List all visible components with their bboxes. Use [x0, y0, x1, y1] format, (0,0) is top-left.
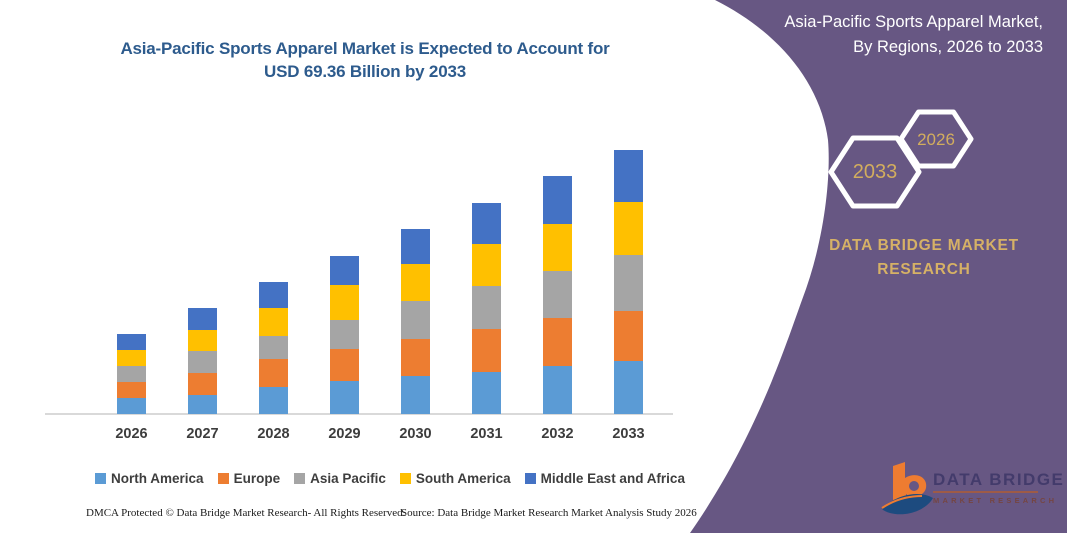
bar-segment-2031-europe	[472, 329, 501, 373]
hexagon-2026-label: 2026	[917, 130, 955, 149]
bar-segment-2029-north-america	[330, 381, 359, 414]
bar-segment-2032-south-america	[543, 224, 572, 272]
bar-segment-2031-north-america	[472, 372, 501, 414]
bar-2029	[330, 256, 359, 414]
bar-segment-2028-south-america	[259, 307, 288, 336]
legend-item-europe: Europe	[217, 471, 281, 486]
x-axis-label-2031: 2031	[470, 426, 503, 442]
x-axis-line	[45, 413, 673, 415]
legend-swatch-icon	[95, 473, 107, 484]
bar-segment-2029-asia-pacific	[330, 319, 359, 350]
bar-segment-2029-south-america	[330, 285, 359, 320]
bar-2031	[472, 203, 501, 414]
bar-segment-2032-asia-pacific	[543, 271, 572, 318]
legend-label: North America	[111, 471, 204, 486]
bar-segment-2033-north-america	[614, 361, 643, 414]
bar-segment-2031-asia-pacific	[472, 286, 501, 330]
bar-segment-2033-south-america	[614, 201, 643, 256]
x-axis-label-2026: 2026	[115, 426, 148, 442]
x-axis-label-2030: 2030	[399, 426, 432, 442]
x-axis-label-2029: 2029	[328, 426, 361, 442]
legend-label: Europe	[233, 471, 281, 486]
bar-segment-2028-asia-pacific	[259, 335, 288, 359]
bar-2030	[401, 229, 430, 414]
chart-legend: North America Europe Asia Pacific South Ame…	[70, 471, 710, 486]
panel-title-line2: By Regions, 2026 to 2033	[853, 38, 1043, 56]
legend-item-south-america: South America	[399, 471, 511, 486]
legend-swatch-icon	[399, 473, 411, 484]
bar-2032	[543, 176, 572, 414]
bar-2028	[259, 282, 288, 414]
bar-2026	[117, 334, 146, 414]
bar-segment-2026-middle-east-and-africa	[117, 334, 146, 351]
bar-2033	[614, 150, 643, 414]
bar-segment-2033-middle-east-and-africa	[614, 150, 643, 202]
bar-segment-2030-middle-east-and-africa	[401, 229, 430, 265]
legend-swatch-icon	[524, 473, 536, 484]
bar-segment-2030-asia-pacific	[401, 300, 430, 340]
bar-segment-2029-middle-east-and-africa	[330, 256, 359, 286]
x-axis-label-2028: 2028	[257, 426, 290, 442]
bar-segment-2026-north-america	[117, 397, 146, 414]
bar-segment-2026-south-america	[117, 350, 146, 367]
bar-segment-2031-south-america	[472, 244, 501, 287]
chart-title-line1: Asia-Pacific Sports Apparel Market is Ex…	[120, 39, 610, 58]
bar-2027	[188, 308, 217, 414]
chart-title: Asia-Pacific Sports Apparel Market is Ex…	[40, 37, 690, 83]
bar-segment-2030-south-america	[401, 264, 430, 301]
bar-segment-2031-middle-east-and-africa	[472, 203, 501, 245]
panel-title: Asia-Pacific Sports Apparel Market, By R…	[723, 10, 1043, 60]
brand-text-line2: RESEARCH	[877, 261, 971, 278]
bar-segment-2026-asia-pacific	[117, 366, 146, 382]
logo-tagline: MARKET RESEARCH	[933, 496, 1058, 505]
legend-item-asia-pacific: Asia Pacific	[294, 471, 386, 486]
bar-segment-2027-south-america	[188, 329, 217, 351]
brand-text: DATA BRIDGE MARKET RESEARCH	[793, 234, 1055, 282]
legend-label: Middle East and Africa	[540, 471, 685, 486]
bar-segment-2030-north-america	[401, 375, 430, 414]
bar-segment-2032-north-america	[543, 366, 572, 414]
bar-segment-2028-middle-east-and-africa	[259, 282, 288, 308]
legend-item-north-america: North America	[95, 471, 204, 486]
bar-segment-2027-europe	[188, 373, 217, 395]
footer-source-text: Source: Data Bridge Market Research Mark…	[401, 507, 697, 519]
logo-wordmark: DATA BRIDGE	[933, 470, 1065, 489]
bar-segment-2033-europe	[614, 310, 643, 362]
x-axis-label-2032: 2032	[541, 426, 574, 442]
legend-label: South America	[415, 471, 511, 486]
footer-dmca-text: DMCA Protected © Data Bridge Market Rese…	[86, 507, 406, 519]
bar-segment-2027-middle-east-and-africa	[188, 308, 217, 330]
x-axis-label-2033: 2033	[612, 426, 645, 442]
bar-segment-2027-asia-pacific	[188, 350, 217, 374]
bar-segment-2033-asia-pacific	[614, 255, 643, 311]
x-axis-label-2027: 2027	[186, 426, 219, 442]
hexagon-2033-label: 2033	[852, 161, 898, 183]
chart-title-line2: USD 69.36 Billion by 2033	[264, 62, 466, 81]
bar-segment-2030-europe	[401, 339, 430, 376]
bar-segment-2026-europe	[117, 381, 146, 398]
bar-segment-2028-europe	[259, 358, 288, 388]
logo-underline	[933, 491, 1038, 493]
data-bridge-logo-icon	[881, 462, 933, 515]
panel-title-line1: Asia-Pacific Sports Apparel Market,	[784, 13, 1043, 31]
bar-segment-2027-north-america	[188, 395, 217, 414]
legend-label: Asia Pacific	[310, 471, 386, 486]
bar-segment-2028-north-america	[259, 387, 288, 414]
legend-swatch-icon	[217, 473, 229, 484]
bar-segment-2032-europe	[543, 318, 572, 366]
legend-swatch-icon	[294, 473, 306, 484]
legend-item-middle-east-and-africa: Middle East and Africa	[524, 471, 685, 486]
brand-text-line1: DATA BRIDGE MARKET	[829, 237, 1019, 254]
bar-segment-2032-middle-east-and-africa	[543, 176, 572, 225]
bar-segment-2029-europe	[330, 349, 359, 382]
